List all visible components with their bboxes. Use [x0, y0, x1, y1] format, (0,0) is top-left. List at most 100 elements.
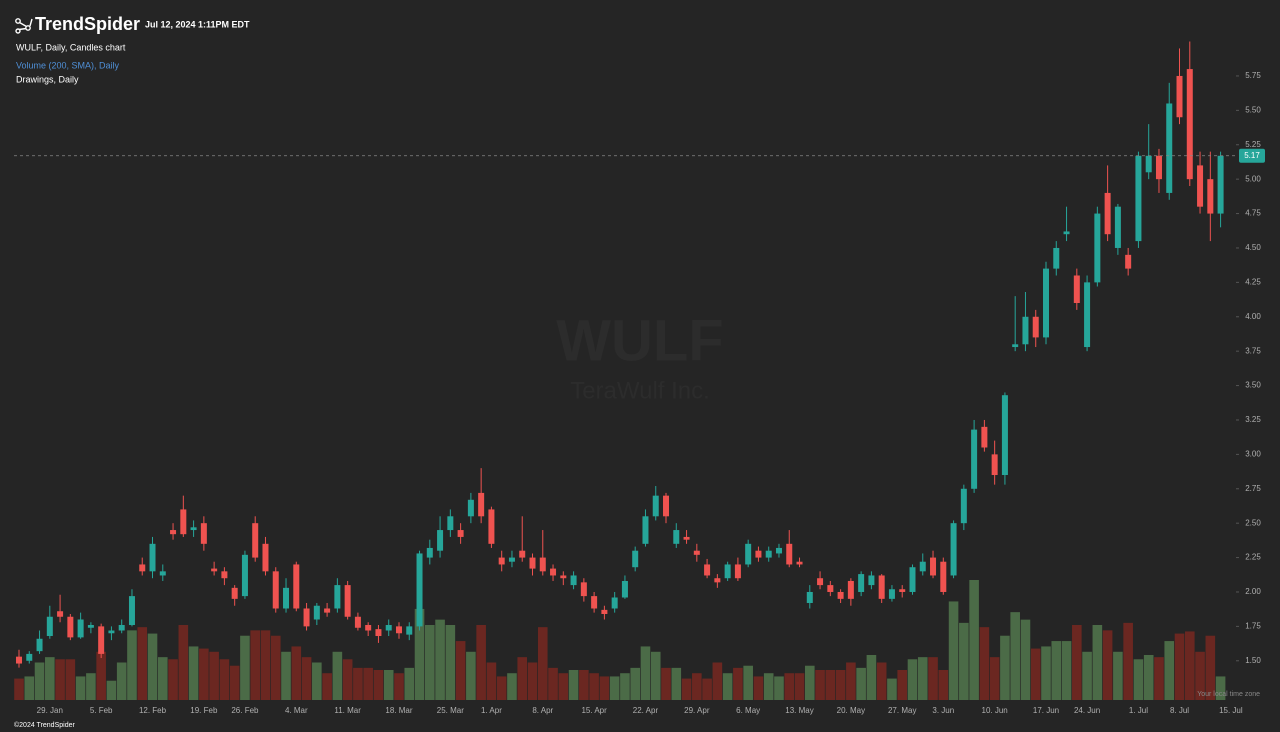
volume-bar	[199, 648, 209, 700]
volume-bar	[722, 673, 733, 700]
candle-body	[272, 571, 279, 609]
x-tick-label: 26. Feb	[231, 706, 259, 715]
candle-body	[796, 561, 803, 565]
y-tick-label: 4.25	[1245, 277, 1261, 286]
candle-body	[632, 550, 639, 568]
volume-bar	[558, 673, 569, 700]
x-tick-label: 6. May	[736, 706, 760, 715]
candle-body	[1012, 344, 1019, 348]
volume-bar	[342, 659, 353, 700]
x-tick-label: 25. Mar	[437, 706, 464, 715]
volume-bar	[1030, 648, 1041, 700]
legend-drawings[interactable]: Drawings, Daily	[16, 74, 79, 84]
candle-body	[786, 543, 793, 565]
volume-bar	[917, 657, 928, 700]
volume-bar	[260, 630, 271, 700]
y-tick-label: 4.00	[1245, 312, 1261, 321]
volume-bar	[414, 608, 425, 700]
volume-bar	[270, 635, 281, 700]
x-tick-label: 11. Mar	[334, 706, 361, 715]
candle-body	[170, 530, 177, 535]
x-tick-label: 29. Apr	[684, 706, 710, 715]
volume-bar	[1041, 646, 1051, 700]
watermark-company: TeraWulf Inc.	[570, 377, 710, 404]
volume-bar	[989, 657, 1000, 700]
volume-bar	[527, 662, 538, 700]
candle-body	[806, 591, 813, 603]
volume-bar	[301, 657, 312, 700]
volume-bar	[548, 667, 558, 700]
volume-bar	[784, 673, 795, 700]
volume-bar	[312, 662, 322, 700]
candle-body	[580, 582, 587, 597]
y-tick-label: 5.75	[1245, 71, 1261, 80]
volume-bar	[733, 667, 743, 700]
candle-body	[16, 656, 22, 664]
x-tick-label: 8. Jul	[1170, 706, 1189, 715]
candle-body	[67, 616, 74, 638]
brand[interactable]: TrendSpider	[35, 14, 140, 34]
candle-body	[262, 543, 269, 572]
candle-body	[1084, 282, 1091, 348]
candle-body	[1197, 165, 1204, 207]
candle-body	[868, 575, 875, 586]
candle-body	[960, 488, 967, 524]
volume-bar	[1010, 612, 1020, 700]
volume-bar	[794, 673, 805, 700]
candle-body	[375, 629, 382, 637]
x-tick-label: 17. Jun	[1033, 706, 1059, 715]
legend-main[interactable]: WULF, Daily, Candles chart	[16, 42, 126, 52]
candle-body	[1145, 155, 1152, 173]
volume-bar	[671, 667, 682, 700]
volume-bar	[630, 667, 640, 700]
x-tick-label: 10. Jun	[982, 706, 1008, 715]
candle-body	[775, 547, 782, 554]
candle-body	[663, 495, 670, 517]
volume-bar	[383, 670, 394, 700]
volume-bar	[14, 678, 24, 700]
volume-bar	[394, 673, 404, 700]
candle-body	[128, 596, 135, 626]
volume-bar	[332, 651, 343, 700]
volume-bar	[537, 627, 548, 700]
candle-body	[704, 564, 711, 576]
volume-bar	[609, 676, 620, 700]
candle-body	[560, 575, 567, 579]
candle-body	[765, 550, 772, 558]
candle-body	[211, 568, 218, 572]
timezone-note[interactable]: Your local time zone	[1197, 691, 1260, 698]
legend-volume[interactable]: Volume (200, SMA), Daily	[16, 60, 120, 70]
y-tick-label: 5.25	[1245, 140, 1261, 149]
x-tick-label: 27. May	[888, 706, 916, 715]
candle-body	[1155, 155, 1162, 180]
volume-bar	[907, 659, 918, 700]
volume-bar	[969, 580, 979, 700]
x-tick-label: 1. Jul	[1129, 706, 1148, 715]
volume-bar	[1215, 676, 1226, 700]
candle-body	[817, 578, 824, 586]
timestamp: Jul 12, 2024 1:11PM EDT	[145, 19, 250, 29]
volume-bar	[517, 657, 528, 700]
candle-body	[899, 589, 906, 592]
volume-bar	[75, 676, 86, 700]
candle-body	[118, 625, 125, 631]
candle-body	[529, 557, 536, 569]
y-tick-label: 5.50	[1245, 105, 1261, 114]
candle-body	[498, 557, 505, 565]
y-tick-label: 1.75	[1245, 621, 1261, 630]
volume-bar	[188, 646, 199, 700]
volume-bar	[209, 651, 219, 700]
volume-bar	[466, 651, 476, 700]
volume-bar	[579, 670, 589, 700]
volume-bar	[281, 651, 291, 700]
volume-bar	[445, 625, 456, 700]
volume-bar	[661, 667, 671, 700]
volume-bar	[168, 659, 178, 700]
candle-body	[519, 550, 526, 558]
volume-bar	[157, 657, 168, 700]
volume-bar	[1072, 625, 1082, 700]
x-tick-label: 22. Apr	[633, 706, 659, 715]
volume-bar	[640, 646, 651, 700]
candle-body	[714, 578, 721, 583]
candle-body	[878, 575, 885, 599]
